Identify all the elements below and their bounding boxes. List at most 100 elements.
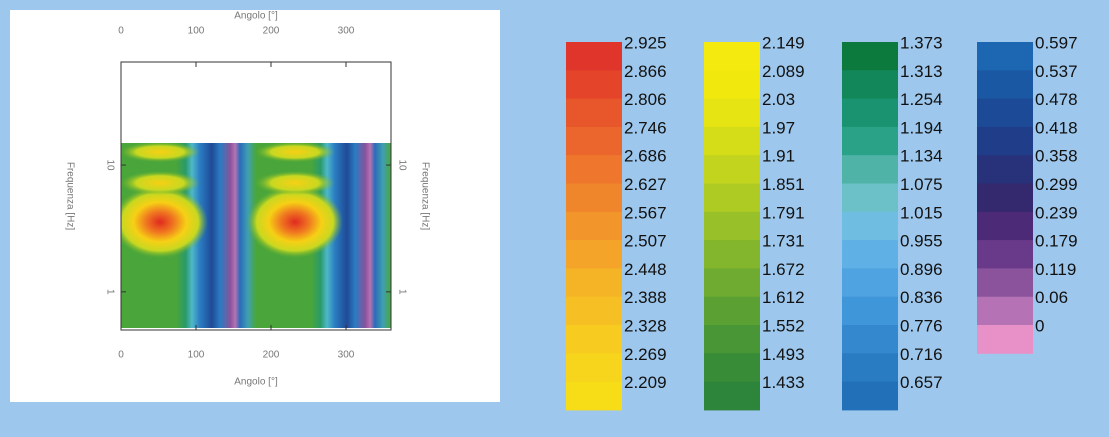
colorbar-label: 1.791 [762, 203, 805, 222]
colorbar-band [704, 70, 760, 100]
colorbar-band [842, 325, 898, 354]
x-tick-label: 300 [338, 350, 355, 361]
colorbar-label: 0.299 [1035, 175, 1078, 194]
y-tick-label: 1 [396, 289, 407, 295]
x-tick-label: 0 [118, 26, 124, 37]
colorbar-label: 1.373 [900, 33, 943, 52]
colorbar-band [977, 211, 1033, 241]
x-label-top: Angolo [°] [234, 11, 278, 22]
colorbar-band [566, 325, 622, 354]
y-label-left: Frequenza [Hz] [64, 162, 75, 231]
colorbar-band [566, 183, 622, 213]
colorbar-label: 2.925 [624, 33, 667, 52]
plot-frame [120, 61, 392, 331]
colorbar-band [977, 70, 1033, 100]
colorbar-band [704, 268, 760, 298]
colorbar-label: 2.746 [624, 118, 667, 137]
colorbar-band [842, 70, 898, 100]
x-tick-label: 0 [118, 350, 124, 361]
colorbar-label: 0.239 [1035, 203, 1078, 222]
colorbar-band [566, 155, 622, 184]
colorbar-band [566, 126, 622, 156]
colorbar-band [977, 155, 1033, 184]
colorbar-label: 0.06 [1035, 288, 1068, 307]
colorbar-label: 2.328 [624, 316, 667, 335]
colorbar-label: 1.313 [900, 62, 943, 81]
colorbar-label: 2.686 [624, 147, 667, 166]
colorbar-band [566, 42, 622, 71]
colorbar-label: 1.97 [762, 118, 795, 137]
colorbar-band [704, 211, 760, 241]
colorbar-label: 2.806 [624, 90, 667, 109]
colorbar-label: 0.597 [1035, 33, 1078, 52]
colorbar-label: 2.089 [762, 62, 805, 81]
colorbar-label: 1.254 [900, 90, 943, 109]
colorbar-band [704, 126, 760, 156]
colorbar-label: 2.866 [624, 62, 667, 81]
colorbar-label: 1.851 [762, 175, 805, 194]
colorbar-label: 1.134 [900, 147, 943, 166]
colorbar-band [704, 296, 760, 326]
colorbar-band [566, 268, 622, 298]
colorbar-band [566, 381, 622, 411]
colorbar-label: 2.388 [624, 288, 667, 307]
x-tick-label: 200 [263, 350, 280, 361]
colorbar-band [566, 296, 622, 326]
colorbar-label: 1.075 [900, 175, 943, 194]
colorbar-label: 0.955 [900, 232, 943, 251]
colorbar-label: 0.478 [1035, 90, 1078, 109]
y-tick-label: 10 [104, 159, 115, 171]
colorbar-band [842, 381, 898, 411]
colorbar-band [977, 126, 1033, 156]
colorbar-band [842, 98, 898, 128]
colorbar-band [977, 42, 1033, 71]
colorbar-label: 1.433 [762, 373, 805, 392]
colorbar-label: 2.209 [624, 373, 667, 392]
colorbar-band [566, 211, 622, 241]
colorbar-band [842, 155, 898, 184]
y-tick-label: 10 [396, 159, 407, 171]
colorbar-band [842, 268, 898, 298]
colorbar-label: 1.552 [762, 316, 805, 335]
colorbar-band [704, 381, 760, 411]
colorbar-label: 0.119 [1035, 260, 1076, 279]
colorbar-band [842, 183, 898, 213]
colorbar-label: 2.448 [624, 260, 667, 279]
colorbar-band [704, 98, 760, 128]
colorbar-label: 1.493 [762, 345, 805, 364]
x-tick-label: 200 [263, 26, 280, 37]
heatmap-peak [121, 171, 200, 195]
colorbar-label: 2.03 [762, 90, 795, 109]
colorbar-band [704, 353, 760, 383]
x-tick-label: 300 [338, 26, 355, 37]
colorbar-band [704, 155, 760, 184]
heatmap [121, 143, 391, 328]
colorbar-label: 0.358 [1035, 147, 1078, 166]
colorbar-label: 1.612 [762, 288, 805, 307]
colorbar-label: 1.91 [762, 147, 795, 166]
x-tick-label: 100 [188, 350, 205, 361]
colorbar-label: 0.657 [900, 373, 943, 392]
colorbar-band [704, 325, 760, 354]
colorbar-band [977, 268, 1033, 298]
colorbar-band [977, 296, 1033, 326]
colorbar-label: 1.015 [900, 203, 943, 222]
colorbar-band [842, 211, 898, 241]
colorbar-band [977, 183, 1033, 213]
colorbar-band [842, 126, 898, 156]
colorbar-label: 0.776 [900, 316, 943, 335]
colorbar-label: 0.537 [1035, 62, 1078, 81]
y-tick-label: 1 [104, 289, 115, 295]
colorbar-band [566, 353, 622, 383]
colorbar-label: 2.567 [624, 203, 667, 222]
colorbar-label: 2.507 [624, 232, 667, 251]
colorbar-label: 1.194 [900, 118, 943, 137]
colorbar-band [842, 42, 898, 71]
colorbar-label: 0.179 [1035, 232, 1078, 251]
colorbar-band [842, 296, 898, 326]
colorbar-label: 1.731 [762, 232, 805, 251]
colorbar-band [566, 240, 622, 269]
colorbar-band [977, 240, 1033, 269]
colorbar-label: 2.149 [762, 33, 805, 52]
